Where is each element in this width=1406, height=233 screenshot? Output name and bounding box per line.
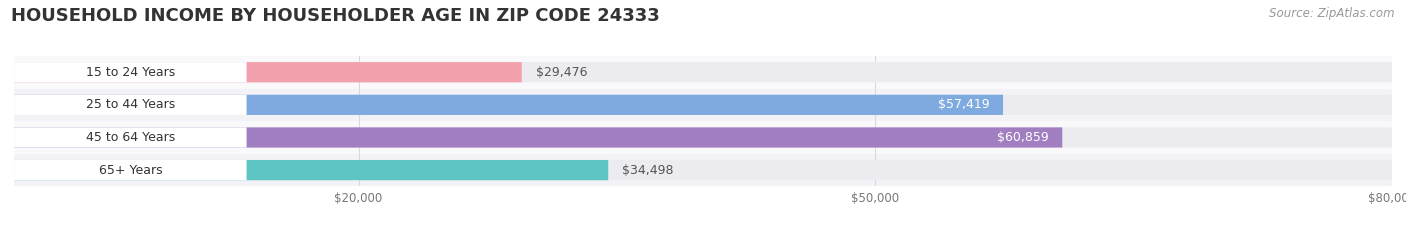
Text: HOUSEHOLD INCOME BY HOUSEHOLDER AGE IN ZIP CODE 24333: HOUSEHOLD INCOME BY HOUSEHOLDER AGE IN Z…: [11, 7, 659, 25]
FancyBboxPatch shape: [14, 160, 246, 180]
Text: $29,476: $29,476: [536, 66, 588, 79]
Bar: [14, 154, 1392, 186]
Text: $60,859: $60,859: [997, 131, 1049, 144]
Text: $34,498: $34,498: [621, 164, 673, 177]
Text: Source: ZipAtlas.com: Source: ZipAtlas.com: [1270, 7, 1395, 20]
Text: 45 to 64 Years: 45 to 64 Years: [86, 131, 174, 144]
Text: 25 to 44 Years: 25 to 44 Years: [86, 98, 174, 111]
FancyBboxPatch shape: [14, 127, 246, 147]
FancyBboxPatch shape: [14, 62, 1392, 82]
FancyBboxPatch shape: [14, 160, 1392, 180]
Text: $57,419: $57,419: [938, 98, 990, 111]
Text: 15 to 24 Years: 15 to 24 Years: [86, 66, 174, 79]
FancyBboxPatch shape: [14, 95, 1002, 115]
Bar: [14, 121, 1392, 154]
FancyBboxPatch shape: [14, 160, 609, 180]
Text: 65+ Years: 65+ Years: [98, 164, 162, 177]
FancyBboxPatch shape: [14, 62, 246, 82]
Bar: [14, 89, 1392, 121]
FancyBboxPatch shape: [14, 95, 1392, 115]
FancyBboxPatch shape: [14, 127, 1392, 147]
FancyBboxPatch shape: [14, 62, 522, 82]
FancyBboxPatch shape: [14, 95, 246, 115]
FancyBboxPatch shape: [14, 127, 1063, 147]
Bar: [14, 56, 1392, 89]
